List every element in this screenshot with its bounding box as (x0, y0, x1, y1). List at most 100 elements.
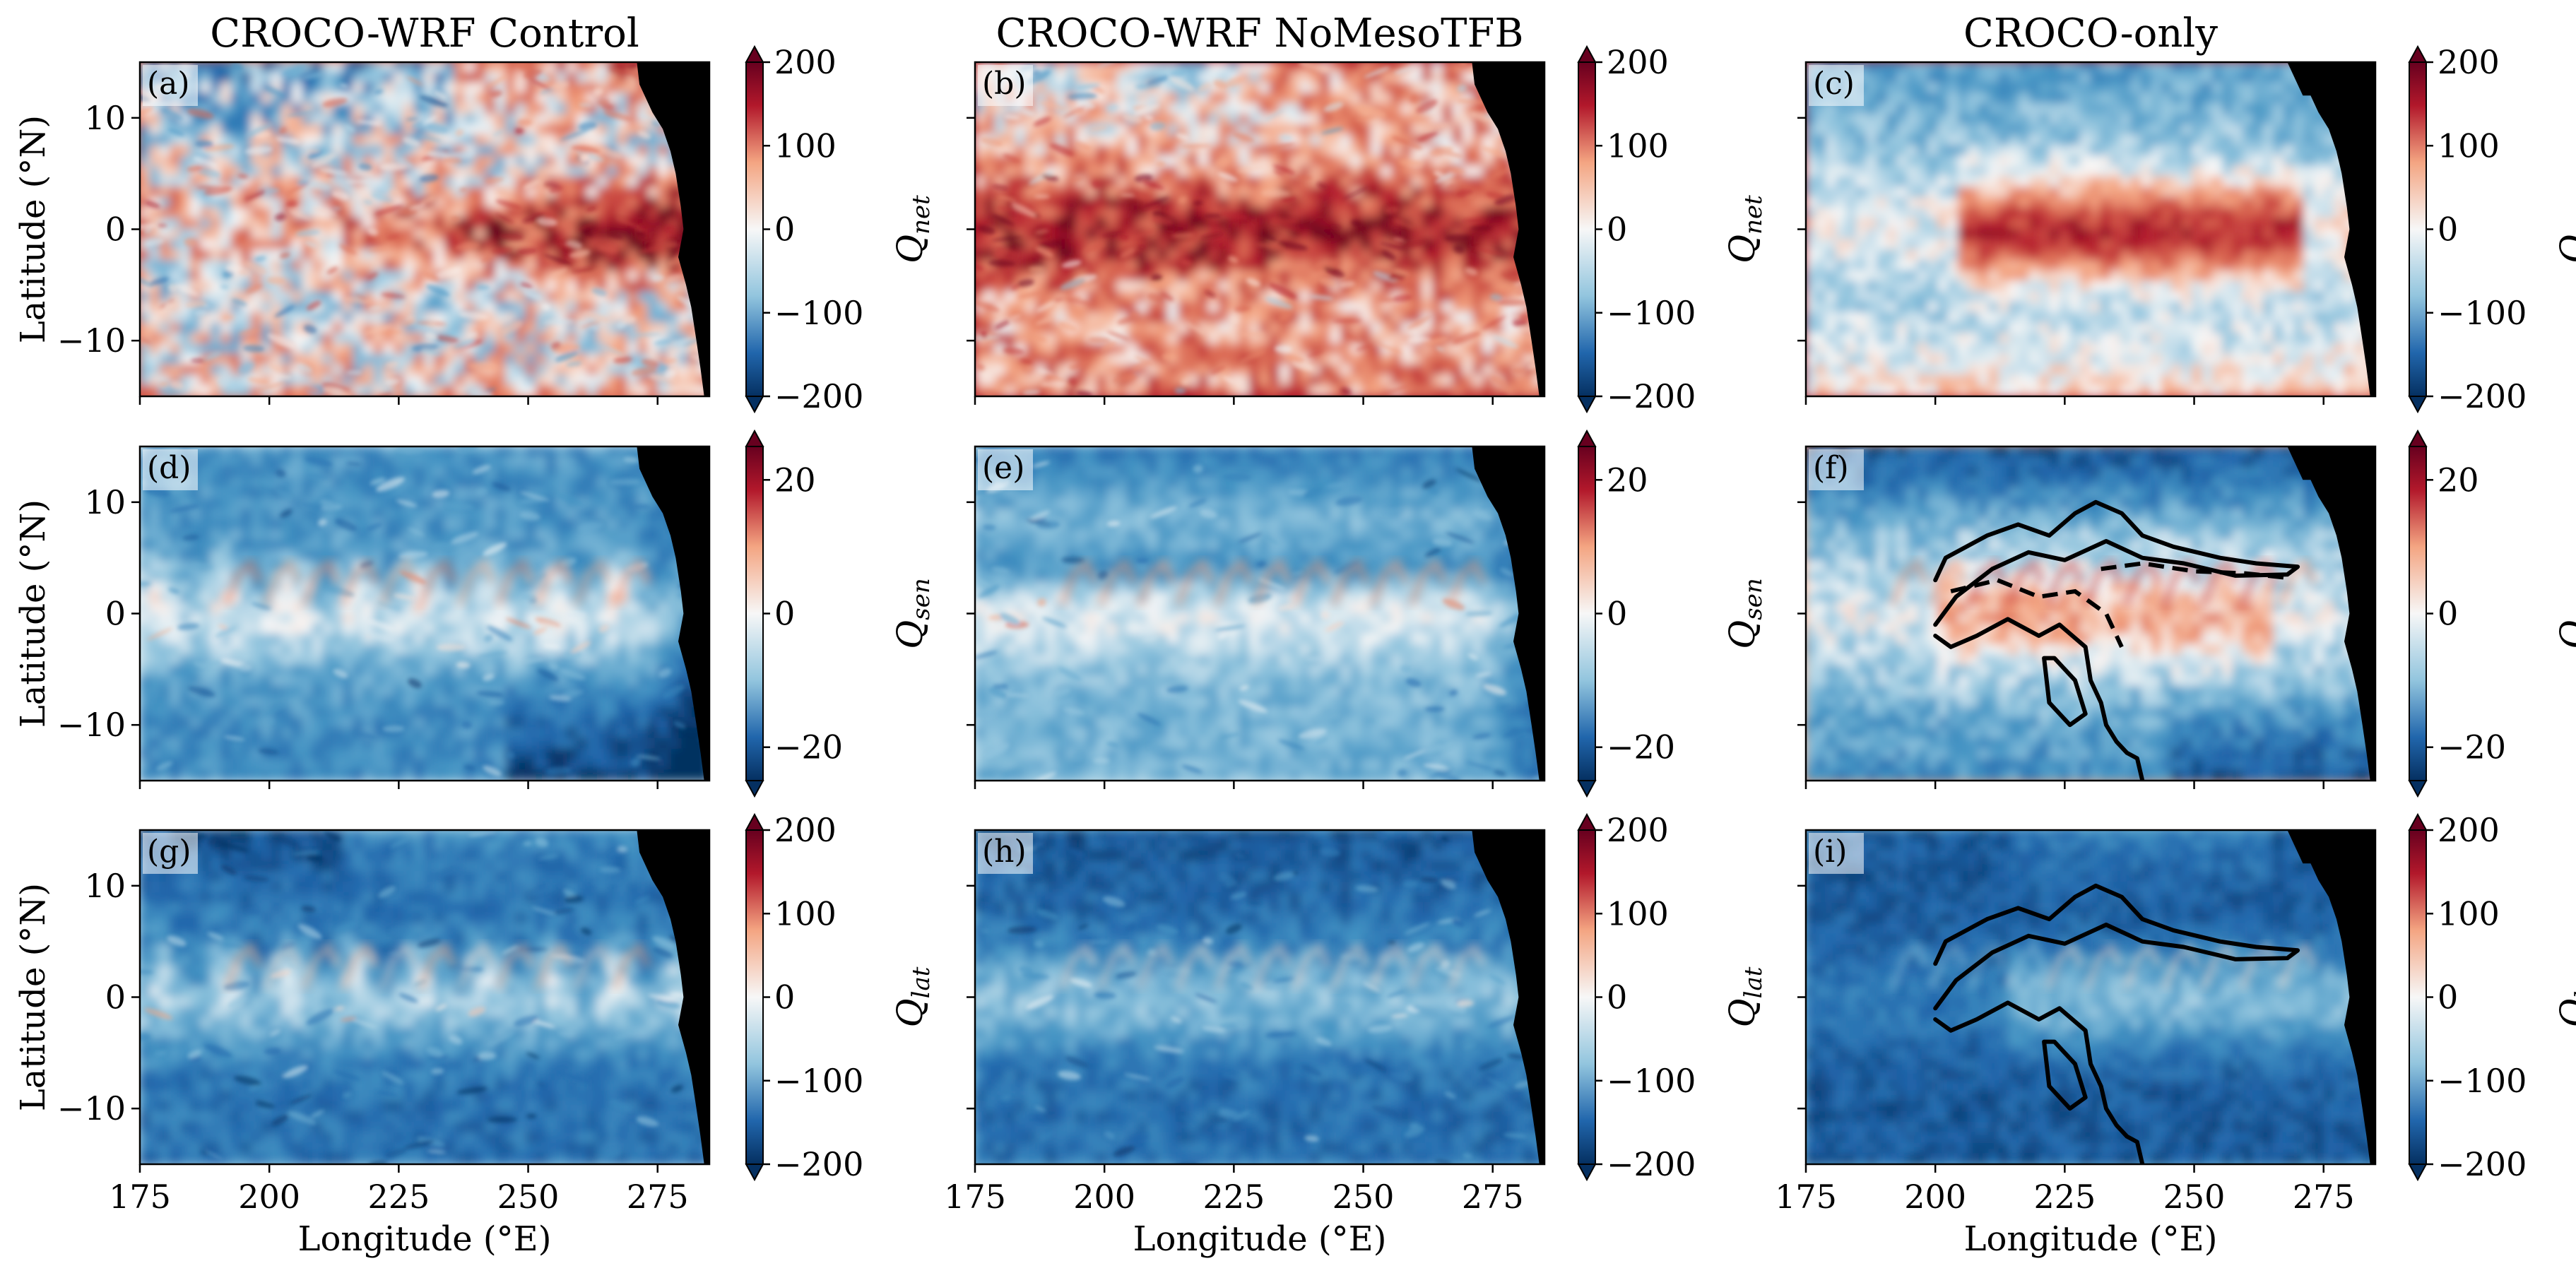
colorbar-tick-label: −200 (2438, 377, 2527, 415)
colorbar-label: Qnet (1722, 195, 1768, 264)
colorbar-tick-label: 200 (2438, 43, 2500, 81)
colorbar-tick-label: 100 (2438, 126, 2500, 165)
colorbar-tick-label: 0 (2438, 595, 2458, 633)
colorbar-tick-label: 0 (1607, 978, 1627, 1017)
colorbar-extend-min (2408, 396, 2428, 414)
y-axis-label: Latitude (°N) (13, 883, 53, 1111)
colorbar-tick-label: 0 (774, 595, 795, 633)
colorbar: 200 100 0 −100 −200 Qnet (745, 43, 935, 415)
colorbar-tick-label: −100 (1607, 294, 1696, 332)
y-tick-label: 0 (105, 978, 126, 1017)
contour-lines (1933, 883, 2300, 1164)
y-tick-label: 0 (105, 211, 126, 249)
colorbar: 20 0 −20 Qsen (1577, 429, 1768, 798)
x-tick-label: 225 (1203, 1178, 1265, 1216)
colorbar-label-sub: sen (1739, 578, 1768, 620)
land-mask (2303, 62, 2375, 396)
panel-q-sen-col2: (e) (967, 445, 1546, 789)
colorbar-label-sub: sen (2570, 578, 2576, 620)
x-axis-label: Longitude (°E) (1964, 1219, 2218, 1259)
colorbar: 20 0 −20 Qsen (2408, 429, 2576, 798)
x-tick-label: 200 (1904, 1178, 1966, 1216)
colorbar-tick-label: 0 (1607, 211, 1627, 249)
x-tick-label: 175 (1775, 1178, 1837, 1216)
x-tick-label: 225 (367, 1178, 430, 1216)
colorbar-tick-label: 20 (1607, 461, 1648, 499)
colorbar-extend-min (745, 1164, 764, 1182)
colorbar-label-main: Q (2553, 235, 2576, 264)
colorbar-extend-max (2408, 429, 2428, 447)
y-tick-label: 10 (84, 483, 126, 521)
colorbar-tick-label: 20 (774, 461, 816, 499)
panel-q-net-col2: (b) CROCO-WRF NoMesoTFB (967, 11, 1546, 405)
colorbar-extend-max (745, 812, 764, 831)
colorbar-extend-max (745, 45, 764, 63)
colorbar-label: Qsen (890, 578, 935, 649)
column-title: CROCO-WRF Control (210, 11, 639, 57)
colorbar-label-main: Q (1722, 235, 1763, 264)
panel-label: (g) (147, 834, 191, 870)
land-mask (2303, 446, 2375, 781)
land-mask (1472, 830, 1544, 1164)
panel-q-lat-col3: (i) 175 200 225 250 275 Longitude (°E) (1775, 829, 2377, 1259)
colorbar-gradient (745, 61, 764, 397)
panel-label-box (978, 65, 1033, 106)
colorbar-extend-max (2408, 812, 2428, 831)
colorbar-tick-label: −100 (2438, 1062, 2527, 1100)
panel-q-lat-col1: (g) 10 0 −10 175 200 225 250 275 Latitude (°N) Lon… (13, 829, 711, 1259)
panel-q-net-col1: (a) 10 0 −10 CROCO-WRF Control Latitude (°N) (13, 11, 711, 405)
colorbar-tick-label: 100 (1607, 126, 1669, 165)
colorbar-tick-label: −200 (1607, 1145, 1696, 1183)
colorbar-label: Qnet (890, 195, 935, 264)
panel-label: (a) (147, 66, 190, 102)
x-tick-label: 200 (1073, 1178, 1135, 1216)
colorbar-tick-label: −20 (774, 728, 843, 766)
y-tick-label: −10 (57, 706, 126, 744)
heatmap-cells (1806, 62, 2375, 396)
colorbar-tick-label: 0 (1607, 595, 1627, 633)
heatmap-cells (975, 830, 1544, 1164)
colorbar-label-main: Q (2553, 998, 2576, 1027)
panel-label-box (143, 833, 198, 874)
x-axis-label: Longitude (°E) (1133, 1219, 1387, 1259)
colorbar-label-main: Q (890, 998, 930, 1027)
colorbar-label: Qlat (2553, 966, 2576, 1027)
land-mask (1472, 446, 1544, 781)
colorbar-tick-label: 200 (774, 43, 837, 81)
colorbar-tick-label: 0 (774, 978, 795, 1017)
colorbar-label-main: Q (1722, 620, 1763, 649)
colorbar-gradient (2409, 446, 2427, 781)
panel-label-box (1809, 449, 1864, 490)
colorbar-label-main: Q (890, 235, 930, 264)
colorbar-tick-label: 200 (2438, 811, 2500, 849)
land-mask (2287, 446, 2375, 480)
colorbar-tick-label: −100 (774, 1062, 863, 1100)
colorbar-tick-label: 100 (2438, 894, 2500, 932)
colorbar-tick-label: 20 (2438, 461, 2479, 499)
colorbar: 200 100 0 −100 −200 Qlat (745, 811, 935, 1183)
colorbar-label: Qsen (2553, 578, 2576, 649)
heatmap-cells (140, 830, 709, 1164)
y-tick-label: 10 (84, 99, 126, 137)
x-tick-label: 250 (2163, 1178, 2226, 1216)
heatmap-cells (1806, 830, 2375, 1164)
colorbar-tick-label: 100 (1607, 894, 1669, 932)
land-mask (2287, 62, 2375, 96)
panel-label: (i) (1813, 834, 1847, 870)
colorbar-tick-label: 0 (2438, 978, 2458, 1017)
x-tick-label: 250 (1333, 1178, 1395, 1216)
panel-label: (c) (1813, 66, 1855, 102)
colorbar-label-sub: lat (2570, 966, 2576, 998)
heatmap-cells (1806, 446, 2375, 781)
panel-label-box (978, 449, 1033, 490)
panel-label-box (978, 833, 1033, 874)
colorbar-extend-max (2408, 45, 2428, 63)
colorbar: 200 100 0 −100 −200 Qlat (2408, 811, 2576, 1183)
colorbar-extend-min (2408, 780, 2428, 798)
land-mask (2303, 830, 2375, 1164)
panel-q-lat-col2: (h) 175 200 225 250 275 Longitude (°E) (944, 829, 1546, 1259)
colorbar-label-main: Q (2553, 620, 2576, 649)
land-mask (1472, 62, 1544, 396)
land-mask (637, 62, 709, 396)
